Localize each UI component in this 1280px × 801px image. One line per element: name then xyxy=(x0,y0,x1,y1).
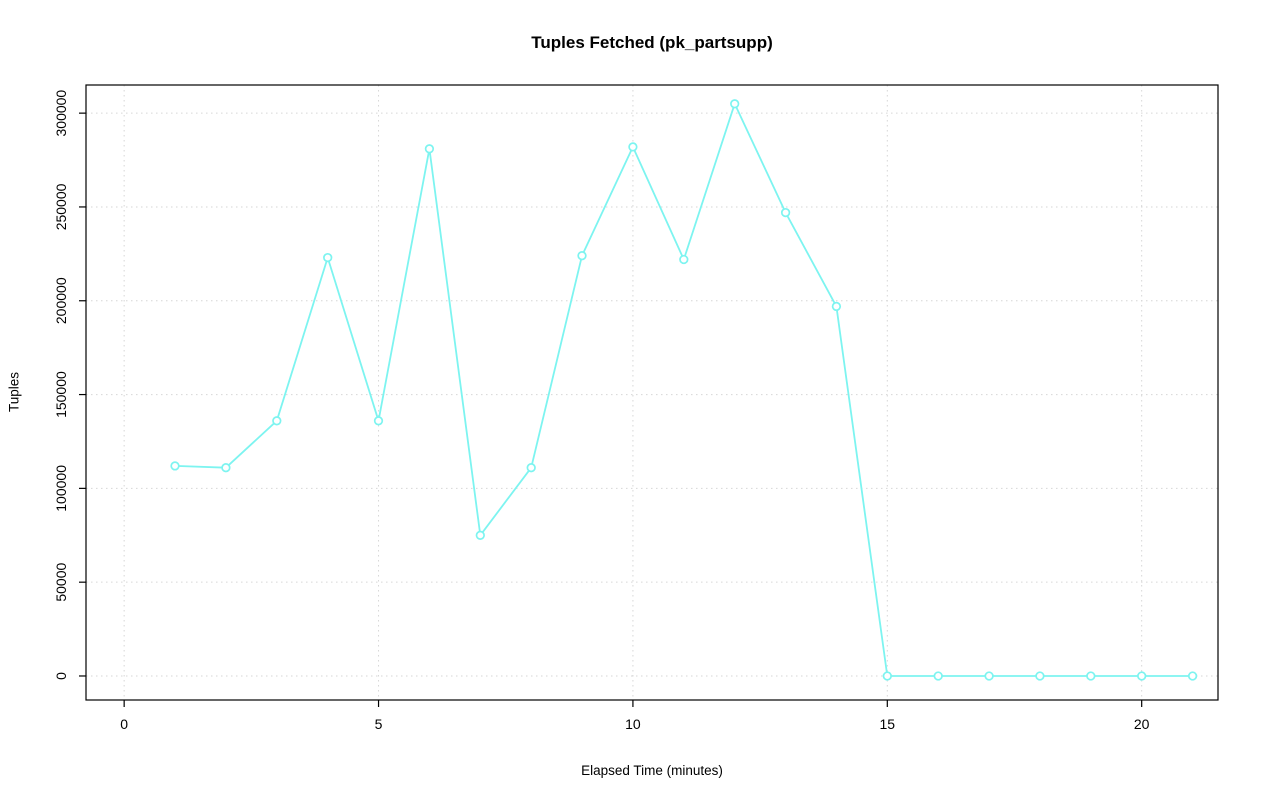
data-point xyxy=(323,252,333,263)
data-point xyxy=(679,254,689,265)
chart-title: Tuples Fetched (pk_partsupp) xyxy=(531,33,773,52)
y-tick-label: 0 xyxy=(53,672,69,680)
x-tick-label: 10 xyxy=(625,716,641,732)
x-tick-label: 15 xyxy=(880,716,896,732)
data-point xyxy=(780,207,791,218)
line-series xyxy=(174,102,1194,677)
x-tick-label: 5 xyxy=(375,716,383,732)
x-tick-label: 0 xyxy=(120,716,128,732)
y-tick-label: 150000 xyxy=(53,371,69,418)
data-point xyxy=(882,671,892,681)
data-point xyxy=(1187,671,1198,681)
data-point xyxy=(730,99,740,109)
data-point xyxy=(373,416,384,426)
data-point xyxy=(424,144,435,154)
data-point xyxy=(526,463,536,473)
y-tick-label: 200000 xyxy=(53,277,69,324)
y-tick-label: 250000 xyxy=(53,183,69,230)
data-point xyxy=(984,671,994,681)
x-axis-label: Elapsed Time (minutes) xyxy=(581,763,723,778)
y-tick-label: 100000 xyxy=(53,465,69,512)
data-point xyxy=(933,671,943,681)
data-point xyxy=(170,461,180,471)
data-point xyxy=(577,251,587,261)
data-point xyxy=(1137,671,1147,681)
data-point xyxy=(831,301,842,312)
data-point xyxy=(1035,671,1045,681)
y-axis-label: Tuples xyxy=(6,371,22,413)
y-tick-label: 50000 xyxy=(53,563,69,602)
x-tick-label: 20 xyxy=(1134,716,1150,732)
data-point xyxy=(272,416,282,426)
data-point xyxy=(475,530,485,540)
data-point xyxy=(1086,671,1096,681)
plot-border xyxy=(85,84,1219,701)
y-tick-label: 300000 xyxy=(53,90,69,137)
data-point xyxy=(628,142,638,152)
data-point xyxy=(221,463,231,473)
